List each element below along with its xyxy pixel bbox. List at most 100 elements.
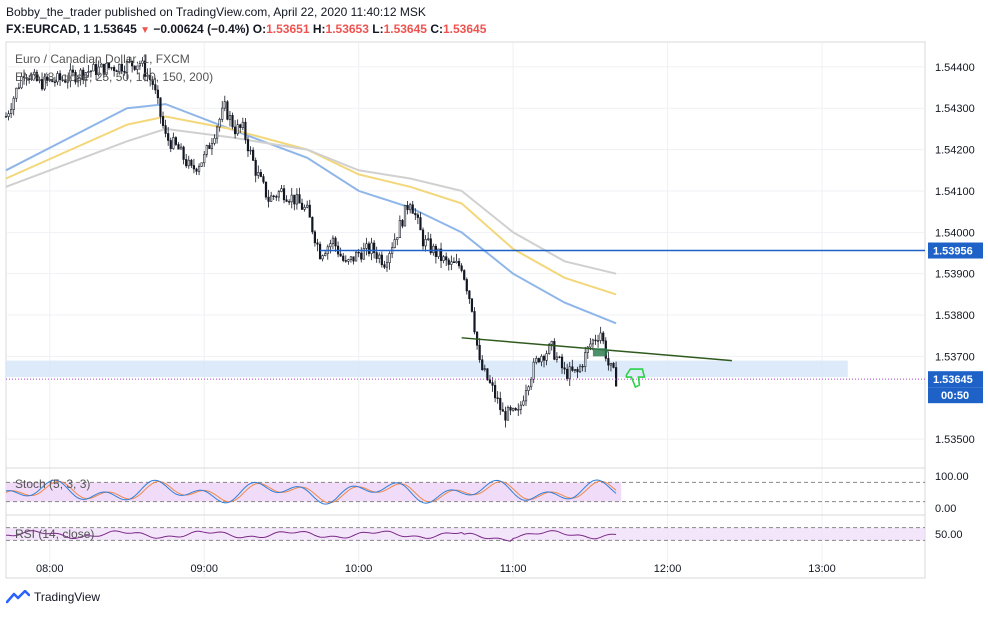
candle-body xyxy=(58,73,62,81)
candle-body xyxy=(437,248,440,257)
candle xyxy=(421,227,425,250)
candle-body xyxy=(252,149,255,161)
candle xyxy=(30,72,33,81)
candle-body xyxy=(473,311,476,333)
candle-body xyxy=(277,191,280,198)
candle-body xyxy=(411,204,414,214)
candle xyxy=(71,65,75,77)
candle-body xyxy=(89,70,93,73)
candle-body xyxy=(416,214,419,218)
candle xyxy=(241,117,244,131)
candle xyxy=(414,208,417,221)
candle-body xyxy=(442,256,445,261)
candle xyxy=(192,158,196,174)
candle xyxy=(76,75,80,88)
candle-body xyxy=(576,368,579,373)
candle xyxy=(290,187,293,209)
candle xyxy=(100,62,103,68)
candle-body xyxy=(174,137,177,145)
candle xyxy=(491,377,494,392)
last-price: 1.53645 xyxy=(93,22,137,36)
candle xyxy=(303,204,306,212)
candle-body xyxy=(246,139,250,152)
candle xyxy=(483,364,486,372)
candle-body xyxy=(131,60,134,67)
candle xyxy=(123,65,126,76)
candle-body xyxy=(558,356,561,359)
candle-body xyxy=(324,253,327,256)
candle-body xyxy=(421,229,425,247)
candle-body xyxy=(270,195,273,202)
brand-name: TradingView xyxy=(34,590,101,604)
candle xyxy=(419,212,422,231)
candle xyxy=(89,70,93,78)
candle-body xyxy=(151,79,154,85)
candle-body xyxy=(439,248,443,261)
candle xyxy=(599,326,602,344)
candle xyxy=(360,247,363,263)
candle xyxy=(226,100,229,121)
candle xyxy=(306,200,309,209)
candle xyxy=(326,244,329,260)
y-tick-label: 1.54400 xyxy=(935,62,975,74)
candle xyxy=(311,216,314,235)
candle-body xyxy=(22,76,26,78)
candle-body xyxy=(563,367,566,370)
candle-body xyxy=(403,204,407,227)
candle xyxy=(141,57,144,67)
candle-body xyxy=(94,64,98,76)
candle xyxy=(61,76,64,82)
ema-line-mid xyxy=(5,115,617,296)
candle xyxy=(331,235,335,250)
stoch-tick-label: 0.00 xyxy=(935,503,956,515)
candle-body xyxy=(257,172,260,176)
candle-body xyxy=(254,160,257,176)
candle xyxy=(195,167,198,175)
candle-body xyxy=(239,124,242,128)
candle xyxy=(97,60,100,77)
candle-body xyxy=(35,71,38,81)
footer-brand: TradingView xyxy=(6,590,100,604)
candle-body xyxy=(614,367,618,387)
candle xyxy=(383,260,386,269)
candle xyxy=(465,277,468,295)
candle-body xyxy=(195,168,198,172)
candle xyxy=(614,361,618,387)
candle-body xyxy=(596,340,600,342)
candle-body xyxy=(429,238,432,254)
candle-body xyxy=(192,165,196,170)
y-tick-label: 1.54200 xyxy=(935,145,975,157)
candle-body xyxy=(10,109,13,114)
candle xyxy=(373,240,376,259)
candle-body xyxy=(244,121,247,140)
candle-body xyxy=(17,87,20,89)
candle xyxy=(463,269,466,281)
candle xyxy=(457,257,461,269)
candle xyxy=(218,117,221,132)
candle xyxy=(555,352,558,363)
candle-body xyxy=(308,204,311,218)
candle-body xyxy=(591,339,595,345)
candle-body xyxy=(290,194,293,203)
low-label: L: xyxy=(372,22,384,36)
candle-body xyxy=(509,407,512,411)
candle-body xyxy=(300,202,304,210)
candle-body xyxy=(146,74,149,77)
candle xyxy=(336,241,340,258)
candle-body xyxy=(609,362,613,366)
candle-body xyxy=(383,264,386,268)
candle xyxy=(48,78,51,83)
candle-body xyxy=(138,63,141,67)
candle-body xyxy=(185,159,188,167)
candle-body xyxy=(494,385,497,399)
tradingview-logo-icon xyxy=(6,590,30,604)
candle xyxy=(51,78,54,83)
candle-body xyxy=(560,356,564,369)
y-tick-label: 1.54000 xyxy=(935,227,975,239)
candle xyxy=(285,195,288,203)
candle xyxy=(69,63,72,88)
candle-body xyxy=(154,84,157,91)
candle xyxy=(53,76,57,87)
candle xyxy=(324,251,327,257)
